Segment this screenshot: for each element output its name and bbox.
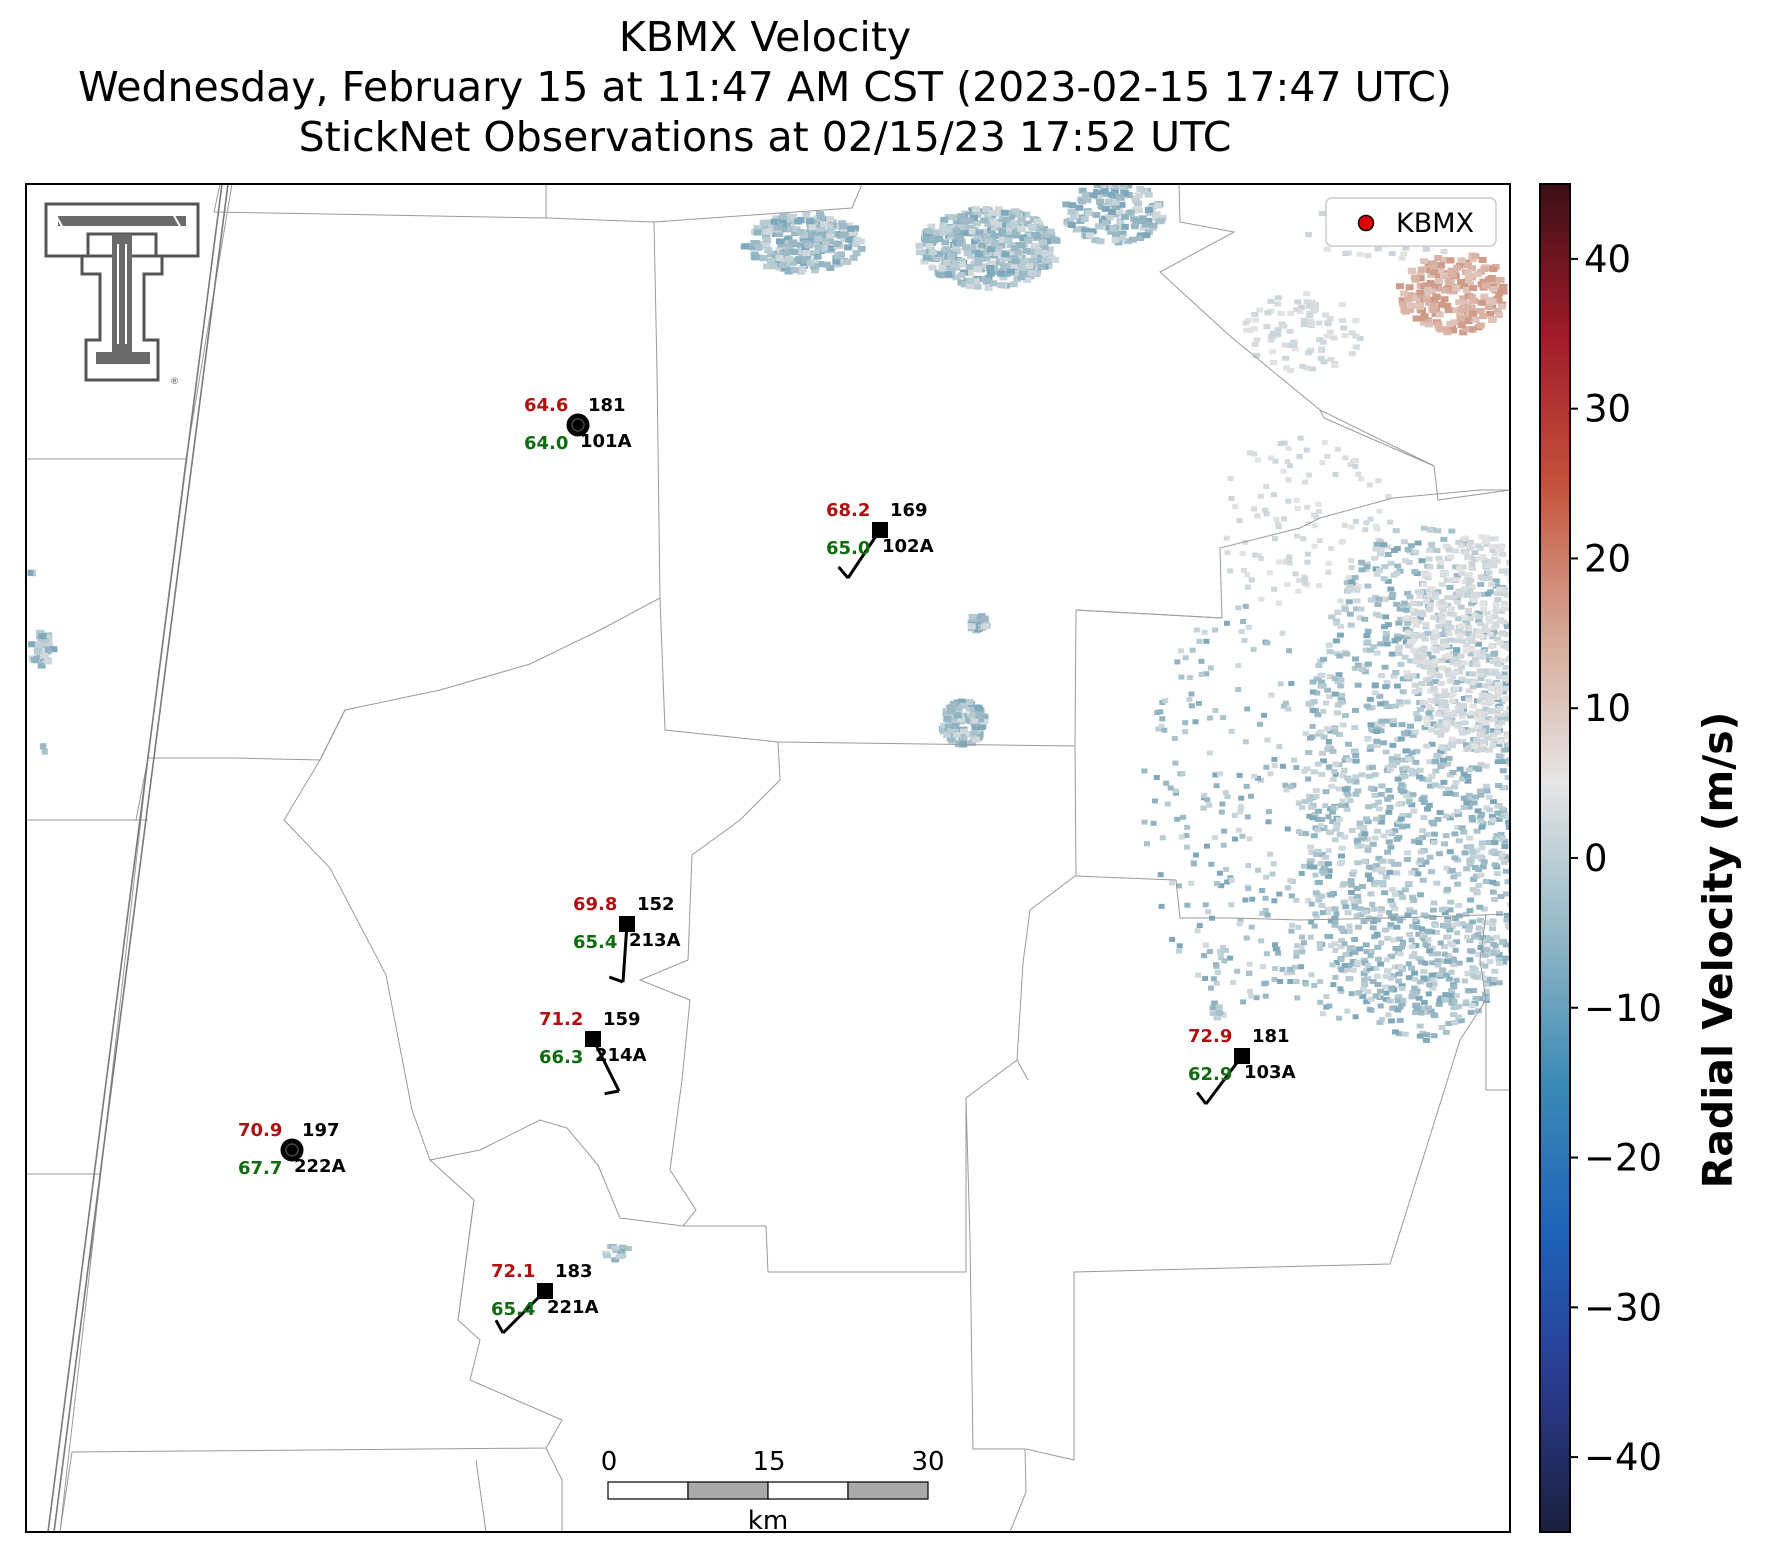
svg-text:®: ® xyxy=(170,377,179,387)
station-square-marker xyxy=(537,1283,553,1299)
colorbar-ticks: 40 30 20 10 0 −10 −20 −30 −40 xyxy=(1570,238,1662,1479)
station-dewpoint: 65.4 xyxy=(491,1299,535,1320)
colorbar-tick-label: −20 xyxy=(1584,1137,1662,1180)
station-id: 101A xyxy=(580,431,632,452)
station-temperature: 70.9 xyxy=(238,1120,282,1141)
radar-site-marker-icon xyxy=(1357,214,1375,232)
title-line-1: KBMX Velocity xyxy=(618,13,912,61)
station-dewpoint: 65.4 xyxy=(573,932,617,953)
station-id: 103A xyxy=(1244,1062,1296,1083)
scale-label-15: 15 xyxy=(752,1447,785,1477)
station-id: 214A xyxy=(595,1045,647,1066)
station-id: 102A xyxy=(882,536,934,557)
station-wind-direction: 169 xyxy=(890,500,928,521)
texas-tech-logo: ® xyxy=(44,202,200,387)
station-221A[interactable]: 72.1 183 65.4 221A xyxy=(491,1261,599,1335)
title-line-2: Wednesday, February 15 at 11:47 AM CST (… xyxy=(78,63,1452,111)
title-line-3: StickNet Observations at 02/15/23 17:52 … xyxy=(298,113,1232,161)
scale-label-0: 0 xyxy=(601,1447,618,1477)
station-square-marker xyxy=(872,522,888,538)
station-temperature: 72.1 xyxy=(491,1261,535,1282)
station-temperature: 64.6 xyxy=(524,395,568,416)
legend-label: KBMX xyxy=(1396,208,1474,239)
station-temperature: 72.9 xyxy=(1188,1026,1232,1047)
station-circle-ring xyxy=(285,1143,299,1157)
colorbar-tick-label: −30 xyxy=(1584,1286,1662,1329)
colorbar-tick-label: −10 xyxy=(1584,987,1662,1030)
station-square-marker xyxy=(1234,1048,1250,1064)
station-dewpoint: 67.7 xyxy=(238,1158,282,1179)
colorbar-tick-label: 30 xyxy=(1584,388,1631,431)
sticknet-stations: 64.6 181 64.0 101A 68.2 169 65.0 102A 69.8 152 65.… xyxy=(238,395,1296,1335)
colorbar-tick-label: 0 xyxy=(1584,837,1608,880)
station-101A[interactable]: 64.6 181 64.0 101A xyxy=(524,395,632,454)
station-wind-direction: 197 xyxy=(302,1120,340,1141)
station-213A[interactable]: 69.8 152 65.4 213A xyxy=(573,894,681,984)
station-circle-ring xyxy=(571,418,585,432)
station-wind-direction: 181 xyxy=(1252,1026,1290,1047)
wind-barb-tick xyxy=(608,975,624,984)
station-id: 213A xyxy=(629,930,681,951)
station-temperature: 69.8 xyxy=(573,894,617,915)
county-boundaries xyxy=(26,184,1510,1532)
station-dewpoint: 64.0 xyxy=(524,433,568,454)
colorbar-label: Radial Velocity (m/s) xyxy=(1694,711,1742,1189)
station-id: 221A xyxy=(547,1297,599,1318)
colorbar-tick-label: 20 xyxy=(1584,537,1631,580)
station-square-marker xyxy=(619,916,635,932)
map-title: KBMX Velocity Wednesday, February 15 at … xyxy=(0,12,1530,162)
station-dewpoint: 66.3 xyxy=(539,1047,583,1068)
wind-barb-tick xyxy=(494,1319,505,1334)
colorbar: 40 30 20 10 0 −10 −20 −30 −40 xyxy=(1539,183,1662,1533)
station-wind-direction: 183 xyxy=(555,1261,593,1282)
station-dewpoint: 62.9 xyxy=(1188,1064,1232,1085)
station-102A[interactable]: 68.2 169 65.0 102A xyxy=(826,500,934,579)
scale-unit: km xyxy=(748,1506,788,1536)
station-214A[interactable]: 71.2 159 66.3 214A xyxy=(539,1009,647,1096)
station-dewpoint: 65.0 xyxy=(826,538,870,559)
colorbar-tick-label: −40 xyxy=(1584,1436,1662,1479)
colorbar-gradient xyxy=(1539,183,1571,1533)
scale-label-30: 30 xyxy=(911,1447,944,1477)
wind-barb-staff xyxy=(621,923,629,983)
station-id: 222A xyxy=(294,1156,346,1177)
map-frame xyxy=(25,183,1511,1533)
colorbar-tick-label: 10 xyxy=(1584,687,1631,730)
wind-barb-staff xyxy=(591,1038,621,1092)
station-wind-direction: 159 xyxy=(603,1009,641,1030)
station-temperature: 71.2 xyxy=(539,1009,583,1030)
station-wind-direction: 152 xyxy=(637,894,675,915)
station-222A[interactable]: 70.9 197 67.7 222A xyxy=(238,1120,346,1179)
station-square-marker xyxy=(585,1031,601,1047)
state-boundary xyxy=(47,184,229,1532)
colorbar-tick-label: 40 xyxy=(1584,238,1631,281)
map-legend: KBMX xyxy=(1325,197,1497,247)
station-circle-marker xyxy=(280,1138,304,1162)
station-temperature: 68.2 xyxy=(826,500,870,521)
wind-barb-tick xyxy=(604,1089,620,1096)
map-area xyxy=(26,184,1510,1532)
station-103A[interactable]: 72.9 181 62.9 103A xyxy=(1188,1026,1296,1105)
radar-echoes xyxy=(27,184,1510,1263)
scale-bar: 0 15 30 km xyxy=(601,1447,945,1536)
wind-barb-tick xyxy=(837,565,850,579)
station-wind-direction: 181 xyxy=(588,395,626,416)
wind-barb-tick xyxy=(1196,1091,1208,1105)
station-circle-marker xyxy=(566,413,590,437)
